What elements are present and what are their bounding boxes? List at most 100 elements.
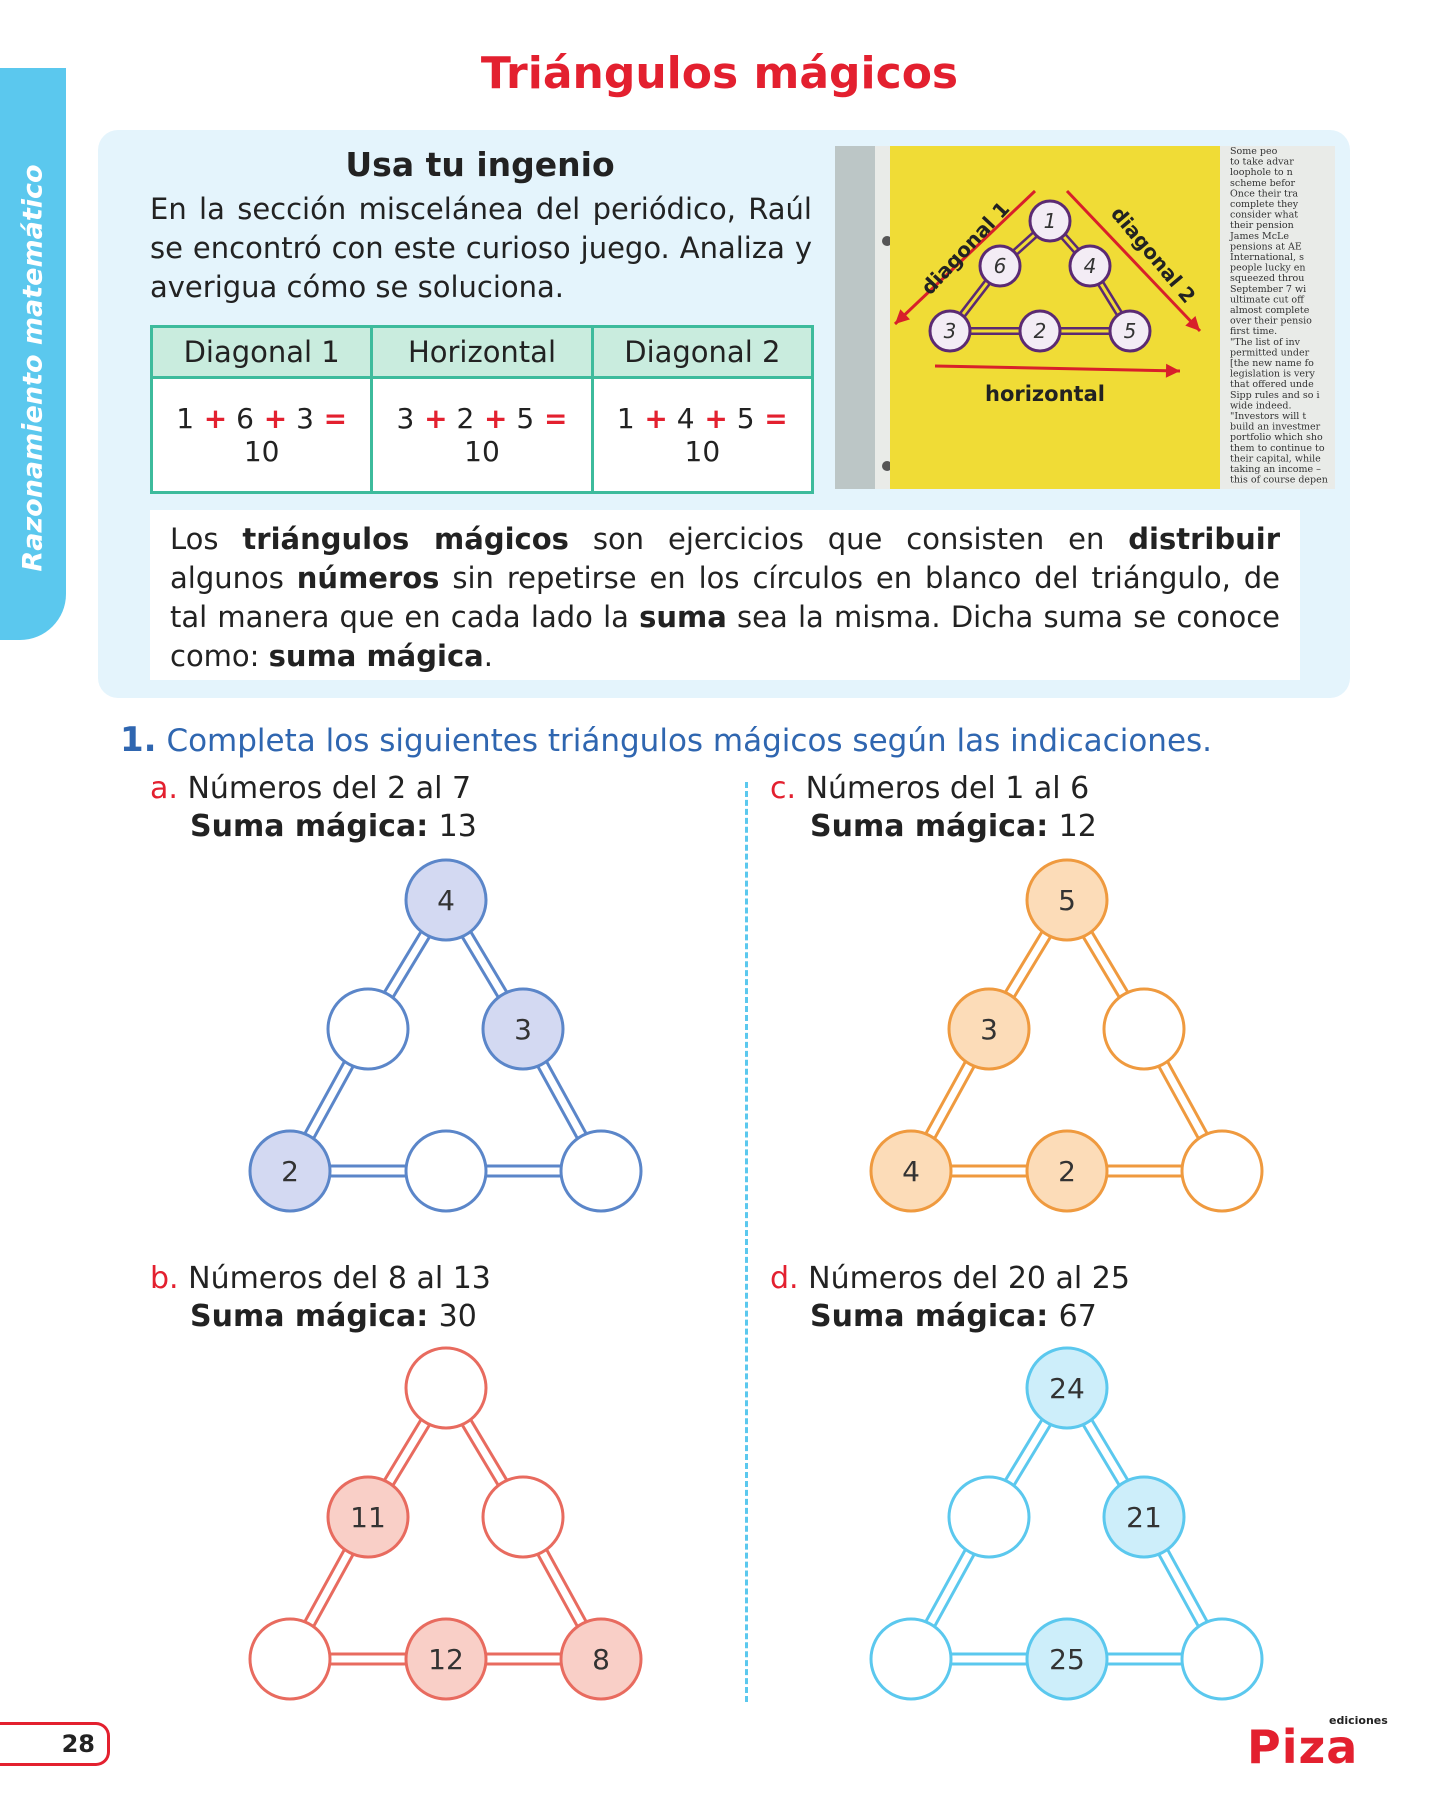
side-tab-label: Razonamiento matemático — [17, 164, 49, 572]
definition-box: Los triángulos mágicos son ejercicios qu… — [150, 510, 1300, 680]
table-header: Diagonal 2 — [590, 325, 815, 379]
circle-number: 25 — [1049, 1643, 1085, 1676]
number: 3 — [396, 402, 415, 435]
answer-circle[interactable] — [404, 1346, 488, 1430]
photo-circle-number: 6 — [994, 254, 1007, 278]
item-letter: c. — [770, 771, 806, 806]
item-range: Números del 8 al 13 — [188, 1261, 491, 1296]
definition-text: . — [483, 639, 493, 673]
newspaper-line: Sipp rules and so i — [1230, 390, 1319, 401]
intro-heading: Usa tu ingenio — [345, 145, 615, 184]
given-number-circle — [481, 987, 565, 1071]
given-number-circle — [869, 1129, 953, 1213]
item-letter: b. — [150, 1261, 189, 1296]
given-number-circle — [1025, 1129, 1109, 1213]
number: 3 — [287, 402, 314, 435]
newspaper-line: Once their tra — [1230, 188, 1298, 199]
logo-text: Piza — [1247, 1720, 1359, 1774]
circle-number: 4 — [902, 1155, 920, 1188]
answer-circle[interactable] — [947, 1475, 1031, 1559]
bold-term: suma — [639, 600, 727, 634]
newspaper-line: their pension — [1230, 220, 1294, 231]
given-number-circle — [1102, 1475, 1186, 1559]
given-number-circle — [947, 987, 1031, 1071]
given-number-circle — [1025, 1617, 1109, 1701]
definition-text: Los — [170, 522, 243, 556]
newspaper-line: pensions at AE — [1230, 241, 1302, 252]
exercise-item-d: d. Números del 20 al 25 Suma mágica: 67 — [770, 1260, 1130, 1336]
table-header: Diagonal 1 — [149, 325, 374, 379]
answer-circle[interactable] — [1180, 1617, 1264, 1701]
magic-triangle-a: 4 3 2 — [248, 858, 643, 1213]
magic-triangle-d: 24 21 25 — [869, 1346, 1264, 1701]
table-cell: 1 + 4 + 5 = 10 — [590, 376, 815, 494]
item-letter: d. — [770, 1261, 809, 1296]
newspaper-line: almost complete — [1230, 305, 1310, 316]
magic-sum-value: 30 — [438, 1299, 477, 1334]
number: 1 — [616, 402, 635, 435]
given-number-circle — [326, 1475, 410, 1559]
newspaper-line: over their pensio — [1230, 316, 1312, 327]
circle-number: 24 — [1049, 1372, 1085, 1405]
answer-circle[interactable] — [1102, 987, 1186, 1071]
newspaper-line: portfolio which sho — [1230, 432, 1323, 443]
definition-text: algunos — [170, 561, 297, 595]
operator: + — [194, 402, 228, 435]
circle-number: 12 — [428, 1643, 464, 1676]
magic-sum-value: 67 — [1058, 1299, 1097, 1334]
newspaper-line: squeezed throu — [1230, 273, 1304, 284]
photo-circle — [978, 244, 1022, 288]
item-range: Números del 20 al 25 — [808, 1261, 1130, 1296]
diagonal-1-arrow — [893, 189, 1037, 326]
newspaper-line: complete they — [1230, 199, 1299, 210]
answer-circle[interactable] — [559, 1129, 643, 1213]
photo-circle — [1018, 309, 1062, 353]
magic-triangle-c: 5 3 4 2 — [869, 858, 1264, 1213]
newspaper-line: Some peo — [1230, 146, 1278, 157]
newspaper-line: first time. — [1230, 326, 1277, 337]
given-number-circle — [404, 858, 488, 942]
newspaper-line: James McLe — [1229, 231, 1289, 242]
given-number-circle — [248, 1129, 332, 1213]
newspaper-line: permitted under — [1230, 347, 1310, 358]
photo-binder — [835, 146, 875, 489]
answer-circle[interactable] — [1180, 1129, 1264, 1213]
number: 2 — [447, 402, 475, 435]
newspaper-line: wide indeed. — [1230, 400, 1291, 411]
column-divider — [745, 782, 748, 1702]
definition-text: sin repetirse en los círculos en blanco … — [170, 561, 1280, 634]
item-range: Números del 1 al 6 — [805, 771, 1090, 806]
bold-term: triángulos mágicos — [242, 522, 569, 556]
bold-term: distribuir — [1128, 522, 1280, 556]
magic-sum-label: Suma mágica: — [190, 809, 439, 844]
newspaper-line: International, s — [1230, 252, 1304, 263]
answer-circle[interactable] — [869, 1617, 953, 1701]
newspaper-line: taking an income – — [1230, 464, 1321, 475]
photo-label-horizontal: horizontal — [985, 382, 1105, 406]
newspaper-line: loophole to n — [1230, 167, 1293, 178]
answer-circle[interactable] — [326, 987, 410, 1071]
exercise-instruction: Completa los siguientes triángulos mágic… — [166, 723, 1213, 759]
magic-sum-value: 13 — [438, 809, 477, 844]
number: 10 — [464, 435, 500, 468]
circle-number: 5 — [1058, 884, 1076, 917]
answer-circle[interactable] — [248, 1617, 332, 1701]
exercise-title: 1. Completa los siguientes triángulos má… — [120, 720, 1212, 760]
table-cell: 3 + 2 + 5 = 10 — [370, 376, 594, 494]
number: 4 — [667, 402, 695, 435]
given-number-circle — [559, 1617, 643, 1701]
circle-number: 8 — [592, 1643, 610, 1676]
photo-circle — [1028, 199, 1072, 243]
number: 10 — [684, 435, 721, 468]
answer-circle[interactable] — [481, 1475, 565, 1559]
table-cell: 1 + 6 + 3 = 10 — [149, 376, 374, 494]
photo-circle-number: 3 — [944, 319, 957, 343]
newspaper-line: consider what — [1230, 210, 1298, 221]
circle-number: 3 — [514, 1013, 532, 1046]
given-number-circle — [1025, 858, 1109, 942]
newspaper-line: "Investors will t — [1230, 411, 1306, 422]
table-header: Horizontal — [370, 325, 594, 379]
answer-circle[interactable] — [404, 1129, 488, 1213]
side-tab: Razonamiento matemático — [0, 68, 66, 640]
